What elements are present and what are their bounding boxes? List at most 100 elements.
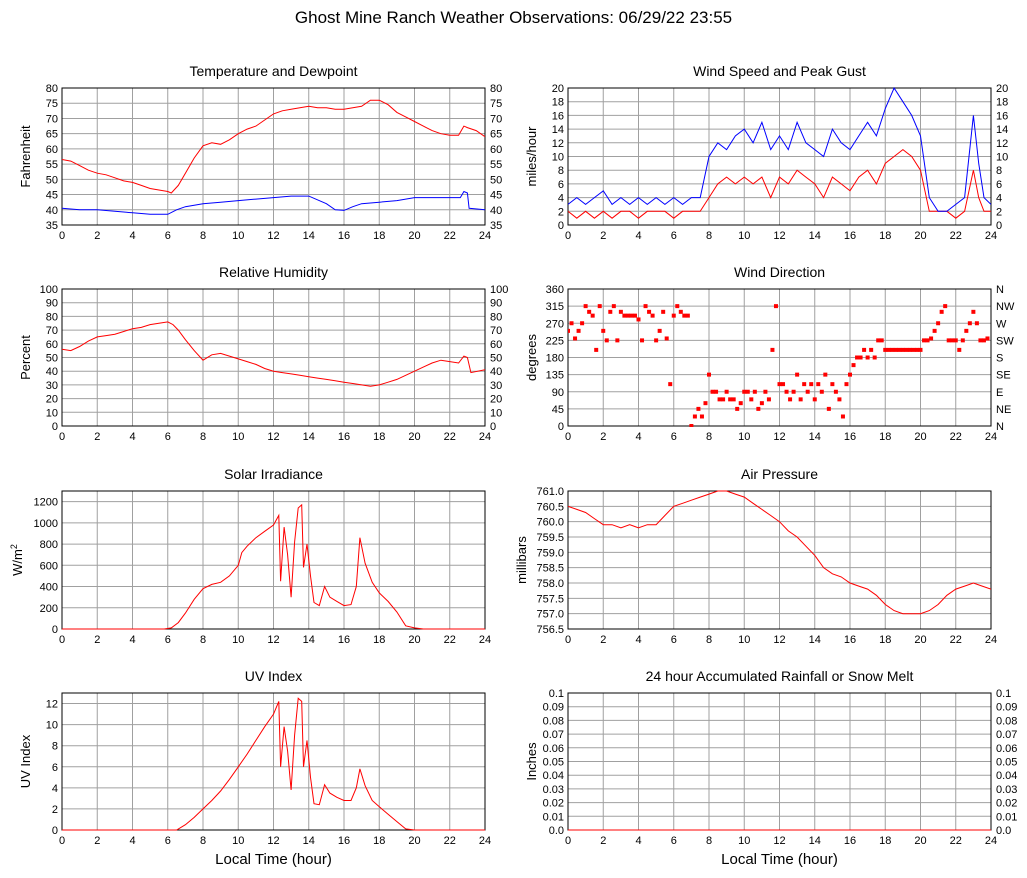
x-tick-label: 0 [565, 835, 571, 847]
data-point [879, 338, 884, 343]
plot-frame [567, 490, 992, 630]
y-tick-label: 600 [40, 560, 58, 572]
y-tick-label: 14 [552, 124, 564, 136]
x-tick-label: 2 [600, 431, 606, 443]
data-point [974, 321, 979, 326]
data-point [925, 338, 930, 343]
right-tick-label: 65 [490, 129, 502, 141]
x-tick-label: 4 [635, 230, 641, 242]
x-tick-label: 4 [129, 634, 135, 646]
x-tick-label: 0 [565, 634, 571, 646]
right-tick-label: 0.02 [996, 798, 1017, 810]
data-point [904, 347, 909, 352]
x-tick-label: 8 [706, 634, 712, 646]
y-tick-label: 30 [46, 380, 58, 392]
data-point [668, 382, 673, 387]
right-tick-label: 80 [490, 83, 502, 95]
data-point [791, 389, 796, 394]
right-tick-label: 70 [490, 325, 502, 337]
chart-title: 24 hour Accumulated Rainfall or Snow Mel… [646, 668, 914, 684]
x-tick-label: 22 [950, 431, 962, 443]
data-point [717, 397, 722, 402]
chart-title: Wind Speed and Peak Gust [693, 63, 866, 79]
data-point [957, 347, 962, 352]
y-tick-label: 0.06 [543, 743, 564, 755]
data-point [636, 317, 641, 322]
x-tick-label: 8 [200, 431, 206, 443]
y-tick-label: 757.5 [536, 593, 564, 605]
y-tick-label: 759.5 [536, 532, 564, 544]
x-tick-label: 20 [408, 431, 420, 443]
x-tick-label: 2 [94, 634, 100, 646]
page-title: Ghost Mine Ranch Weather Observations: 0… [294, 8, 733, 27]
data-point [819, 389, 824, 394]
data-point [664, 336, 669, 341]
y-tick-label: 200 [40, 603, 58, 615]
plot-frame [567, 87, 992, 226]
right-tick-label: 8 [996, 165, 1002, 177]
data-point [759, 401, 764, 406]
plot-frame [61, 87, 486, 226]
data-point [587, 309, 592, 314]
x-tick-label: 0 [59, 835, 65, 847]
right-tick-label: 10 [996, 152, 1008, 164]
x-tick-label: 24 [479, 835, 491, 847]
y-axis-label-superscript: 2 [9, 544, 19, 549]
right-tick-label: 20 [490, 394, 502, 406]
x-tick-label: 24 [479, 230, 491, 242]
y-axis-label: millibars [514, 536, 529, 584]
data-point [812, 397, 817, 402]
y-tick-label: 50 [46, 353, 58, 365]
y-tick-label: 50 [46, 174, 58, 186]
data-point [671, 313, 676, 318]
x-tick-label: 10 [738, 230, 750, 242]
data-point [650, 313, 655, 318]
data-point [657, 328, 662, 333]
x-tick-label: 6 [671, 835, 677, 847]
data-point [576, 328, 581, 333]
data-point [855, 355, 860, 360]
x-tick-label: 4 [129, 431, 135, 443]
data-point [692, 414, 697, 419]
x-tick-label: 12 [267, 634, 279, 646]
y-tick-label: 761.0 [536, 486, 564, 498]
x-tick-label: 16 [338, 230, 350, 242]
y-tick-label: 8 [52, 741, 58, 753]
x-tick-label: 20 [914, 431, 926, 443]
data-point [981, 338, 986, 343]
data-point [943, 304, 948, 309]
right-tick-label: NW [996, 301, 1015, 313]
x-tick-label: 2 [600, 634, 606, 646]
x-tick-label: 22 [950, 634, 962, 646]
x-tick-label: 12 [773, 431, 785, 443]
y-tick-label: 70 [46, 113, 58, 125]
y-tick-label: 0 [52, 421, 58, 433]
data-point [929, 336, 934, 341]
y-tick-label: 45 [552, 404, 564, 416]
right-tick-label: 90 [490, 298, 502, 310]
data-point [696, 406, 701, 411]
y-tick-label: 90 [552, 387, 564, 399]
y-tick-label: 180 [546, 353, 564, 365]
right-tick-label: 20 [996, 83, 1008, 95]
data-point [615, 338, 620, 343]
data-point [918, 347, 923, 352]
data-point [830, 382, 835, 387]
x-tick-label: 10 [232, 634, 244, 646]
y-tick-label: 6 [558, 179, 564, 191]
y-tick-label: 0.0 [549, 825, 564, 837]
y-tick-label: 10 [46, 407, 58, 419]
x-tick-label: 22 [950, 230, 962, 242]
data-point [675, 304, 680, 309]
data-point [893, 347, 898, 352]
data-point [689, 424, 694, 427]
right-tick-label: 0.04 [996, 770, 1017, 782]
data-point [756, 406, 761, 411]
y-tick-label: 1000 [34, 518, 58, 530]
series-line-1 [62, 190, 485, 215]
x-tick-label: 20 [914, 230, 926, 242]
x-tick-label: 20 [408, 634, 420, 646]
data-point [728, 397, 733, 402]
data-point [964, 328, 969, 333]
